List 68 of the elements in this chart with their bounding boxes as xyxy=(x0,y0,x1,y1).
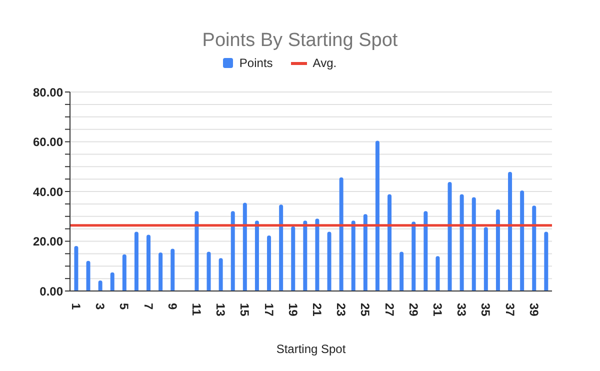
bar xyxy=(460,194,464,291)
bar xyxy=(424,211,428,291)
x-tick-label: 39 xyxy=(526,303,541,317)
bar xyxy=(291,226,296,291)
bar xyxy=(363,214,368,291)
bar xyxy=(110,272,114,291)
bar xyxy=(254,220,259,291)
bar xyxy=(532,206,536,291)
bar xyxy=(315,218,320,291)
x-tick-label: 9 xyxy=(165,303,180,310)
bar xyxy=(436,256,440,291)
bar xyxy=(206,252,211,291)
x-tick-label: 23 xyxy=(334,303,348,317)
bar xyxy=(146,234,151,291)
x-tick-label: 31 xyxy=(430,303,445,317)
bar xyxy=(351,220,356,291)
x-tick-label: 29 xyxy=(406,303,420,317)
bar xyxy=(267,236,272,291)
x-tick-label: 7 xyxy=(141,303,156,310)
bar xyxy=(339,177,344,291)
bar xyxy=(412,222,416,291)
bar xyxy=(86,260,90,291)
x-tick-label: 25 xyxy=(358,303,372,317)
x-tick-label: 19 xyxy=(286,303,300,317)
bar xyxy=(122,254,126,291)
bar xyxy=(98,280,102,291)
y-tick-label: 40.00 xyxy=(32,184,64,199)
x-tick-label: 27 xyxy=(382,303,396,317)
bar xyxy=(508,172,512,291)
y-tick-label: 60.00 xyxy=(32,135,64,150)
x-tick-label: 5 xyxy=(117,303,132,310)
bar xyxy=(472,197,476,291)
y-tick-label: 0.00 xyxy=(40,284,64,298)
bar xyxy=(496,209,500,291)
bar xyxy=(74,246,78,291)
bar xyxy=(158,252,163,291)
bar xyxy=(375,140,380,291)
bar xyxy=(520,190,524,291)
legend-label: Avg. xyxy=(312,56,337,70)
bar xyxy=(242,202,247,291)
chart-title: Points By Starting Spot xyxy=(202,30,398,51)
x-tick-label: 33 xyxy=(454,303,469,317)
bar xyxy=(279,204,284,291)
x-axis-title: Starting Spot xyxy=(276,342,346,356)
bar xyxy=(218,258,223,291)
legend-label: Points xyxy=(239,56,273,70)
x-tick-label: 37 xyxy=(502,303,517,317)
bar xyxy=(170,248,175,291)
bar xyxy=(134,232,138,291)
x-tick-label: 17 xyxy=(262,303,276,317)
bar xyxy=(400,252,404,291)
x-tick-label: 35 xyxy=(478,303,493,317)
y-tick-label: 20.00 xyxy=(32,234,64,249)
x-tick-label: 11 xyxy=(190,303,204,316)
x-tick-label: 13 xyxy=(214,303,228,317)
bar xyxy=(194,211,199,291)
x-tick-label: 3 xyxy=(93,303,108,310)
y-tick-label: 80.00 xyxy=(32,85,64,100)
bar xyxy=(327,232,332,291)
x-tick-label: 15 xyxy=(238,303,252,317)
bar xyxy=(230,211,235,291)
bar xyxy=(303,220,308,291)
x-tick-label: 21 xyxy=(310,303,324,317)
bar xyxy=(448,182,452,291)
bar xyxy=(484,227,488,291)
bar xyxy=(544,232,548,291)
bar xyxy=(388,194,392,291)
x-tick-label: 1 xyxy=(69,303,84,310)
